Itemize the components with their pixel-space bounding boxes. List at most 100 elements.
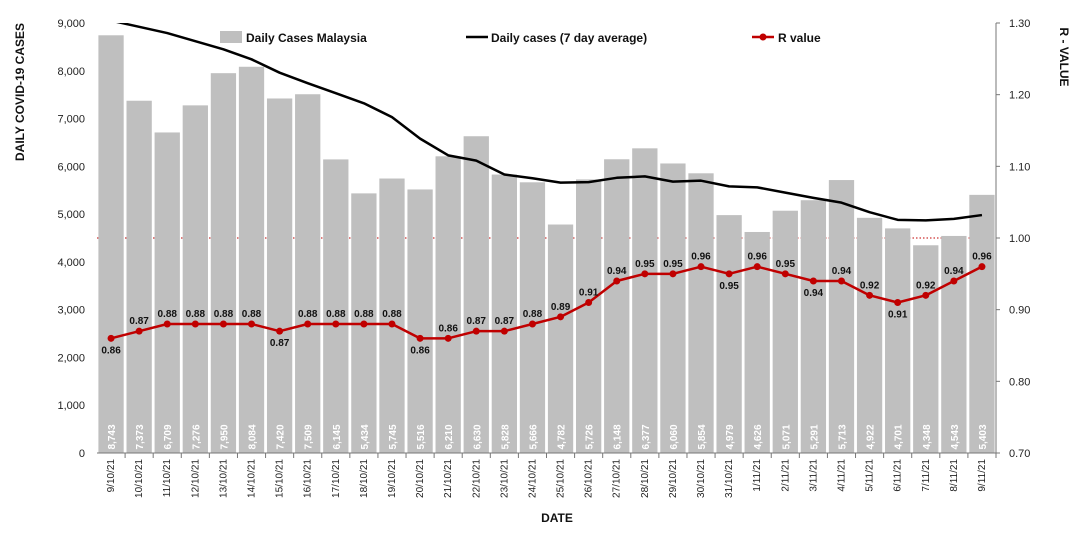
bar-value-label: 6,145: [332, 424, 343, 449]
bar-daily-cases: [885, 228, 911, 453]
bar-daily-cases: [716, 215, 742, 453]
r-value-marker: [304, 320, 312, 328]
r-value-marker: [416, 334, 424, 342]
legend-swatch-r-value-marker: [759, 33, 767, 41]
r-value-label: 0.92: [916, 280, 936, 291]
x-axis-tick-label: 1/11/21: [752, 459, 763, 492]
r-value-label: 0.95: [776, 259, 796, 270]
x-axis-tick-label: 9/10/21: [106, 459, 117, 493]
r-value-label: 0.87: [270, 338, 290, 349]
r-value-marker: [922, 291, 930, 299]
bar-value-label: 4,701: [894, 424, 905, 449]
r-value-label: 0.89: [551, 302, 571, 313]
bar-daily-cases: [126, 100, 152, 454]
x-axis-tick-label: 24/10/21: [527, 459, 538, 498]
bar-daily-cases: [660, 163, 686, 453]
r-value-marker: [781, 270, 789, 278]
y-axis-left-tick-label: 1,000: [57, 400, 85, 412]
r-value-marker: [753, 263, 761, 271]
y-axis-right-tick-label: 0.90: [1009, 305, 1030, 317]
x-axis-tick-label: 26/10/21: [584, 459, 595, 498]
bar-value-label: 5,403: [978, 424, 989, 449]
bar-daily-cases: [154, 132, 180, 453]
x-axis-tick-label: 5/11/21: [865, 459, 876, 492]
r-value-marker: [444, 334, 452, 342]
bar-daily-cases: [547, 224, 574, 453]
bar-value-label: 5,828: [500, 424, 511, 449]
x-axis-tick-label: 4/11/21: [836, 459, 847, 492]
r-value-label: 0.87: [495, 316, 515, 327]
bar-daily-cases: [800, 200, 827, 453]
bar-value-label: 7,373: [135, 424, 146, 449]
r-value-marker: [697, 263, 705, 271]
x-axis-tick-label: 12/10/21: [190, 459, 201, 498]
r-value-marker: [809, 277, 817, 285]
r-value-label: 0.95: [719, 281, 739, 292]
r-value-label: 0.91: [888, 310, 908, 321]
bar-value-label: 6,148: [613, 424, 624, 449]
y-axis-right-tick-label: 0.80: [1009, 376, 1030, 388]
r-value-marker: [472, 327, 480, 335]
x-axis-tick-label: 8/11/21: [949, 459, 960, 492]
r-value-marker: [388, 320, 396, 328]
bar-daily-cases: [941, 235, 967, 453]
r-value-label: 0.96: [972, 252, 992, 263]
bar-value-label: 7,509: [304, 424, 315, 449]
bar-value-label: 5,516: [416, 424, 427, 449]
bar-value-label: 5,713: [837, 424, 848, 449]
bar-value-label: 4,922: [866, 424, 877, 449]
bar-daily-cases: [238, 66, 265, 454]
x-axis-tick-label: 16/10/21: [303, 459, 314, 498]
r-value-label: 0.91: [579, 288, 599, 299]
legend-label-seven-day-average: Daily cases (7 day average): [491, 31, 647, 45]
r-value-marker: [248, 320, 256, 328]
r-value-marker: [360, 320, 368, 328]
r-value-label: 0.88: [523, 309, 543, 320]
x-axis-tick-label: 20/10/21: [415, 459, 426, 498]
bar-value-label: 4,782: [557, 424, 568, 449]
seven-day-average-line: [116, 23, 983, 222]
y-axis-left-tick-label: 2,000: [57, 352, 85, 364]
x-axis-tick-label: 11/10/21: [162, 459, 173, 498]
y-axis-right-tick-label: 1.00: [1009, 233, 1030, 245]
axes-group: 0 1,000 2,000 3,000 4,000 5,000 6,000 7,000 8,00…: [57, 18, 1030, 498]
bar-daily-cases: [435, 156, 461, 454]
bar-value-label: 5,291: [809, 424, 820, 449]
x-axis-tick-label: 28/10/21: [640, 459, 651, 498]
bar-daily-cases: [491, 174, 518, 453]
y-axis-left-tick-label: 0: [79, 448, 85, 460]
x-axis-tick-label: 3/11/21: [808, 459, 819, 492]
r-value-marker: [866, 291, 874, 299]
bar-value-label: 7,276: [191, 424, 202, 449]
bar-daily-cases: [575, 179, 602, 453]
y-axis-left-tick-label: 3,000: [57, 305, 85, 317]
r-value-label: 0.88: [242, 309, 262, 320]
x-axis-tick-label: 25/10/21: [556, 459, 567, 498]
r-value-label: 0.86: [438, 323, 458, 334]
bar-value-label: 8,743: [107, 424, 118, 449]
seven-day-average-group: [116, 23, 983, 222]
r-value-marker: [669, 270, 677, 278]
r-value-label: 0.88: [326, 309, 346, 320]
bar-daily-cases: [913, 245, 939, 453]
y-axis-left-tick-label: 8,000: [57, 66, 85, 78]
bar-daily-cases: [379, 178, 405, 453]
y-axis-left-tick-label: 4,000: [57, 257, 85, 269]
r-value-marker: [557, 313, 565, 321]
r-value-label: 0.88: [382, 309, 402, 320]
bar-value-label: 6,060: [669, 424, 680, 449]
bar-value-label: 4,979: [725, 424, 736, 449]
r-value-label: 0.87: [129, 316, 149, 327]
x-axis-tick-label: 9/11/21: [977, 459, 988, 492]
bar-daily-cases: [772, 210, 798, 453]
r-value-label: 0.95: [635, 259, 655, 270]
y-axis-left-tick-label: 5,000: [57, 209, 85, 221]
bars-group: 8,743 7,373 6,709 7,276 7,950 8,084 7,420 7,509…: [98, 35, 995, 454]
bar-value-label: 4,348: [922, 424, 933, 449]
r-value-label: 0.86: [101, 345, 121, 356]
x-axis-tick-label: 7/11/21: [921, 459, 932, 492]
r-value-marker: [107, 334, 115, 342]
bar-value-label: 4,543: [950, 424, 961, 449]
x-axis-tick-label: 23/10/21: [499, 459, 510, 498]
y-axis-left-tick-label: 7,000: [57, 114, 85, 126]
